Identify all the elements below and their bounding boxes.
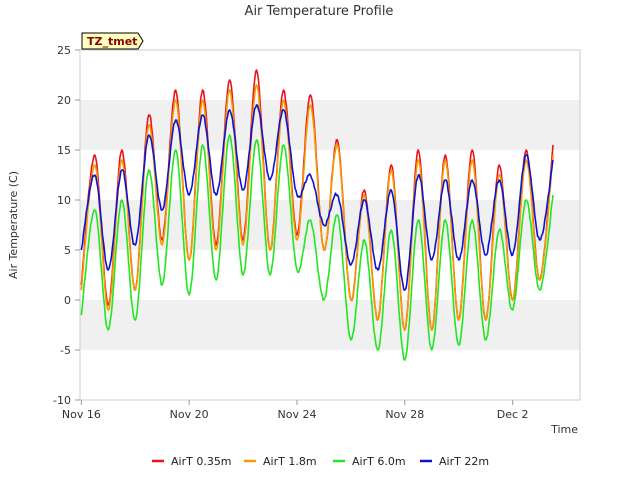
- grid-band: [80, 50, 580, 100]
- legend-label: AirT 6.0m: [352, 455, 406, 468]
- y-axis-title: Air Temperature (C): [7, 171, 20, 279]
- series-line: [80, 104, 554, 291]
- grid-band: [80, 350, 580, 400]
- y-tick-label: 5: [64, 244, 71, 257]
- y-tick-label: -5: [60, 344, 71, 357]
- y-axis: -10 -5 0 5 10 15 20 25: [53, 44, 80, 407]
- y-tick-label: 25: [57, 44, 71, 57]
- series-lines: [80, 69, 554, 361]
- plot-area-border: [79, 49, 581, 401]
- series-line: [80, 134, 554, 361]
- y-tick-label: 20: [57, 94, 71, 107]
- x-axis: Nov 16 Nov 20 Nov 24 Nov 28 Dec 2: [62, 400, 529, 421]
- y-tick-label: 0: [64, 294, 71, 307]
- legend-label: AirT 1.8m: [263, 455, 317, 468]
- x-tick-label: Nov 20: [170, 408, 209, 421]
- station-badge: TZ_tmet: [81, 32, 144, 50]
- x-tick-label: Nov 16: [62, 408, 101, 421]
- y-tick-label: -10: [53, 394, 71, 407]
- chart-title: Air Temperature Profile: [245, 4, 394, 19]
- y-tick-label: 10: [57, 194, 71, 207]
- legend-label: AirT 22m: [439, 455, 489, 468]
- grid-band: [80, 300, 580, 350]
- legend-label: AirT 0.35m: [171, 455, 232, 468]
- series-line: [80, 84, 554, 331]
- grid-band: [80, 100, 580, 150]
- x-tick-label: Dec 2: [497, 408, 529, 421]
- y-tick-label: 15: [57, 144, 71, 157]
- x-axis-title: Time: [550, 423, 578, 436]
- legend: AirT 0.35m AirT 1.8m AirT 6.0m AirT 22m: [152, 455, 489, 468]
- station-badge-label: TZ_tmet: [87, 35, 137, 48]
- x-tick-label: Nov 24: [277, 408, 316, 421]
- x-tick-label: Nov 28: [385, 408, 424, 421]
